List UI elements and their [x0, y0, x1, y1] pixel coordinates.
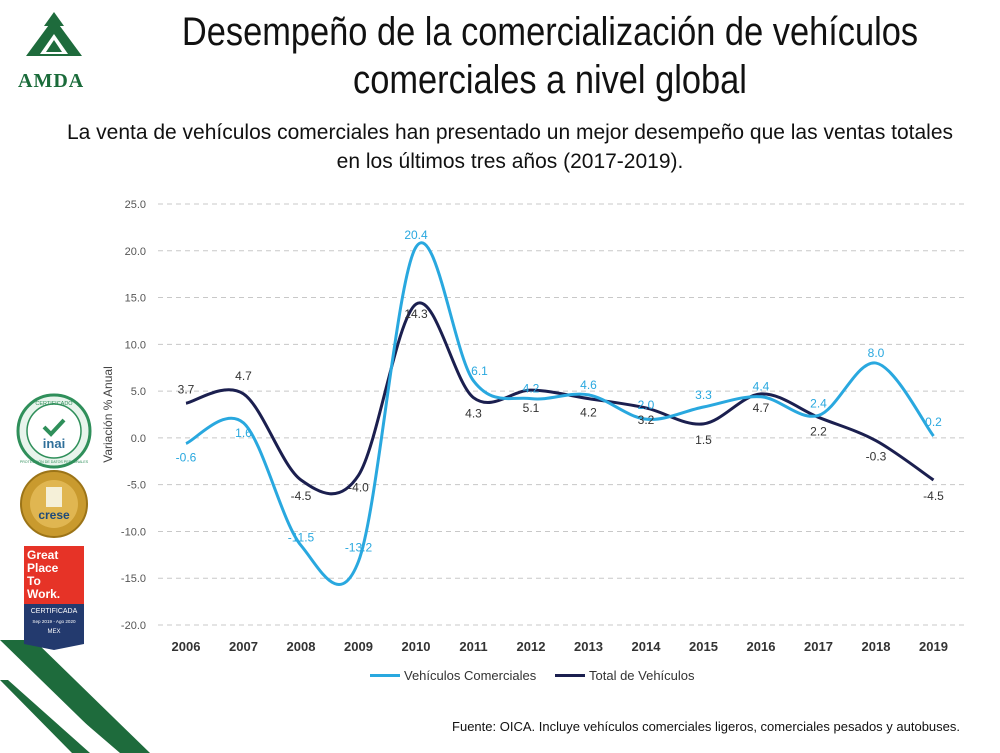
legend-label-commercial: Vehículos Comerciales — [404, 668, 537, 683]
gptw-badge: Great Place To Work. CERTIFICADA Sep 201… — [24, 546, 84, 650]
legend-item-total: Total de Vehículos — [555, 668, 695, 683]
y-tick-label: 25.0 — [125, 199, 146, 211]
x-tick-label: 2009 — [344, 639, 373, 654]
data-label-total: -4.0 — [348, 480, 369, 494]
gptw-line-1: Great — [27, 548, 58, 562]
data-label-commercial: -11.5 — [288, 530, 315, 544]
corner-decoration — [0, 640, 150, 753]
crese-badge: crese — [20, 470, 88, 538]
y-tick-label: 5.0 — [131, 386, 146, 398]
legend-item-commercial: Vehículos Comerciales — [370, 668, 536, 683]
data-label-commercial: 0.2 — [925, 415, 942, 429]
data-label-commercial: 1.6 — [235, 426, 252, 440]
data-label-commercial: -13.2 — [345, 540, 373, 554]
x-tick-label: 2014 — [632, 639, 662, 654]
x-tick-label: 2008 — [287, 639, 316, 654]
x-tick-label: 2015 — [689, 639, 718, 654]
amda-logo: AMDA — [6, 10, 102, 92]
data-label-commercial: 4.6 — [580, 378, 597, 392]
page-subtitle: La venta de vehículos comerciales han pr… — [66, 121, 954, 173]
logo-text: AMDA — [18, 70, 85, 92]
mountain-logo-icon — [26, 12, 82, 56]
y-axis-label: Variación % Anual — [101, 366, 115, 463]
gptw-cert: CERTIFICADA — [31, 608, 78, 615]
data-label-commercial: 2.0 — [638, 398, 655, 412]
data-label-commercial: 2.4 — [810, 396, 827, 410]
legend-swatch-total — [555, 674, 585, 677]
gptw-line-4: Work. — [27, 587, 60, 601]
x-tick-label: 2006 — [172, 639, 201, 654]
inai-top-text: CERTIFICADO — [35, 401, 73, 407]
crese-building-icon — [46, 487, 62, 507]
y-tick-label: -15.0 — [121, 573, 146, 585]
legend-label-total: Total de Vehículos — [589, 668, 695, 683]
x-tick-label: 2019 — [919, 639, 948, 654]
gptw-line-2: Place — [27, 561, 59, 575]
data-label-total: 4.2 — [580, 406, 597, 420]
data-label-commercial: 20.4 — [404, 228, 428, 242]
inai-ring-text: PROTECCIÓN DE DATOS PERSONALES — [20, 459, 89, 464]
data-label-total: -4.5 — [291, 489, 312, 503]
y-tick-label: 15.0 — [125, 293, 146, 305]
data-label-total: 4.7 — [753, 401, 770, 415]
data-label-commercial: 3.3 — [695, 388, 712, 402]
x-tick-label: 2018 — [862, 639, 891, 654]
x-tick-label: 2016 — [747, 639, 776, 654]
inai-badge: CERTIFICADO inai PROTECCIÓN DE DATOS PER… — [16, 393, 92, 469]
page-title: Desempeño de la comercialización de vehí… — [181, 10, 919, 102]
data-label-total: 5.1 — [523, 401, 540, 415]
data-label-commercial: -0.6 — [176, 451, 197, 465]
x-tick-label: 2011 — [459, 639, 487, 654]
legend-swatch-commercial — [370, 674, 400, 677]
data-label-total: 3.7 — [178, 382, 195, 396]
y-tick-label: 20.0 — [125, 246, 146, 258]
x-tick-label: 2013 — [574, 639, 603, 654]
y-tick-label: 10.0 — [125, 339, 146, 351]
data-label-total: 4.3 — [465, 407, 482, 421]
crese-label: crese — [38, 508, 70, 522]
data-label-commercial: 4.4 — [753, 380, 770, 394]
data-label-total: -0.3 — [866, 450, 887, 464]
data-label-commercial: 4.2 — [523, 382, 540, 396]
x-tick-label: 2010 — [402, 639, 431, 654]
data-label-total: 3.2 — [638, 413, 655, 427]
y-tick-label: -10.0 — [121, 526, 146, 538]
data-label-commercial: 8.0 — [868, 346, 885, 360]
gptw-country: MEX — [47, 629, 60, 635]
x-tick-label: 2012 — [517, 639, 546, 654]
y-tick-label: 0.0 — [131, 433, 146, 445]
gptw-dates: Sep 2019 - Ago 2020 — [32, 619, 76, 624]
series-line-total — [185, 301, 935, 496]
inai-label: inai — [43, 436, 65, 451]
series-line-commercial — [185, 241, 935, 586]
y-tick-label: -5.0 — [127, 480, 146, 492]
gptw-line-3: To — [27, 574, 41, 588]
data-label-total: 14.3 — [404, 307, 428, 321]
line-chart: 25.0 20.0 15.0 10.0 5.0 0.0 -5.0 -10.0 -15.0 -20.… — [101, 199, 965, 654]
x-tick-label: 2017 — [804, 639, 833, 654]
source-note: Fuente: OICA. Incluye vehículos comercia… — [452, 719, 960, 734]
y-tick-label: -20.0 — [121, 620, 146, 632]
x-tick-label: 2007 — [229, 639, 258, 654]
data-label-total: 2.2 — [810, 424, 827, 438]
data-label-total: 4.7 — [235, 369, 252, 383]
data-label-total: -4.5 — [923, 489, 944, 503]
data-label-total: 1.5 — [695, 433, 712, 447]
data-label-commercial: 6.1 — [471, 364, 488, 378]
check-icon — [42, 418, 66, 437]
